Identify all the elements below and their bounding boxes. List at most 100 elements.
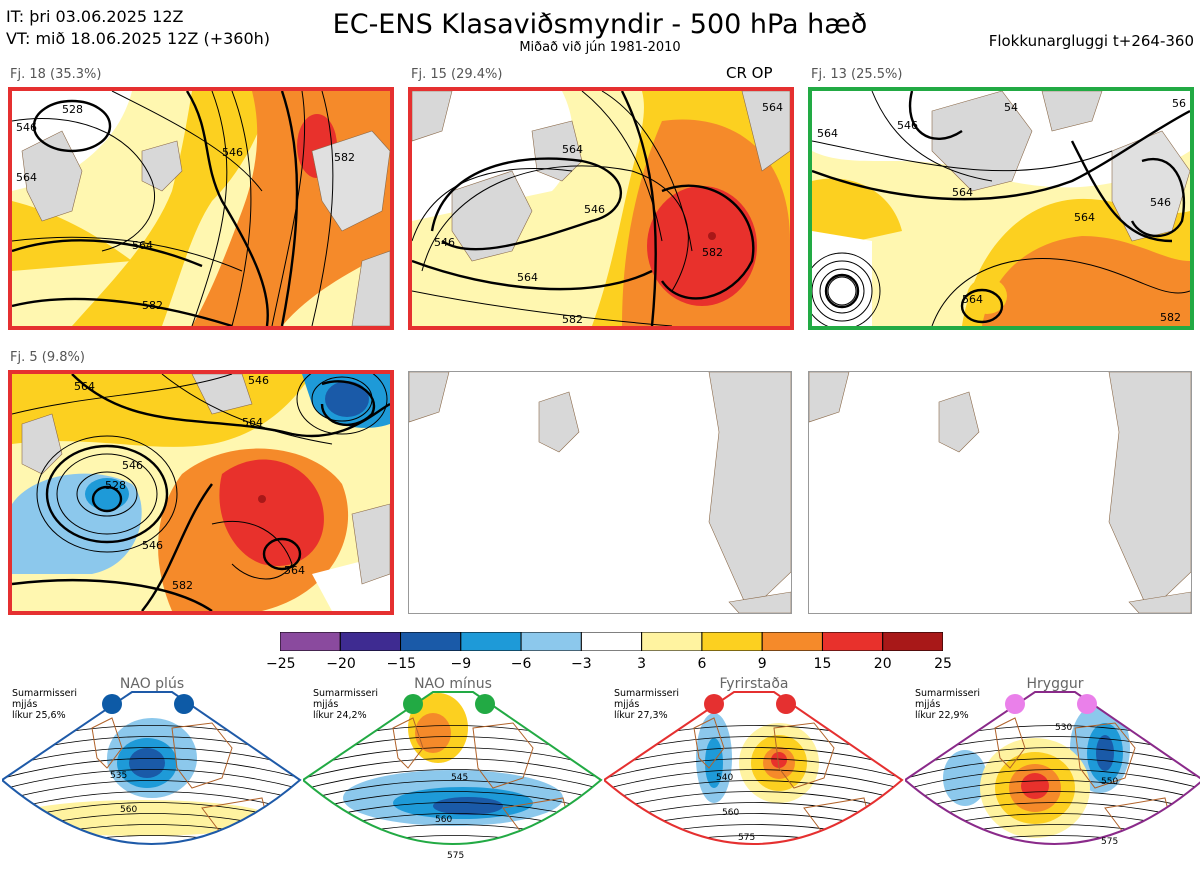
cluster-tag: CR OP [726,64,773,82]
colorbar-tick-label: −9 [450,656,472,672]
regime-note-line: mjjás [12,699,38,710]
cluster-label-1: Fj. 18 (35.3%) [10,67,102,82]
regime-note-line: líkur 24,2% [313,710,367,721]
regime-map: 545 560 575 [303,691,603,861]
anomaly-shading [1096,735,1114,771]
empty-map-5 [408,371,792,614]
regime-contour-label: 545 [451,773,468,783]
height-contour [905,769,1200,793]
contour-label: 564 [242,416,263,429]
colorbar-swatch [520,631,582,652]
regime-contour-label: 530 [1055,723,1072,733]
regime-note-line: líkur 25,6% [12,710,66,721]
cluster-map-2: 564 546 546 564 582 582 564 [408,87,794,330]
height-contour [2,780,300,804]
contour-label: 546 [584,203,605,216]
contour-label: 564 [132,239,153,252]
regime-map: 535 560 [2,691,302,845]
contour-label: 54 [1004,101,1018,114]
colorbar-tick-label: 20 [873,656,892,672]
contour-label: 546 [122,459,143,472]
contour-label: 546 [897,119,918,132]
page-title: EC-ENS Klasaviðsmyndir - 500 hPa hæð [332,9,868,40]
contour-label: 564 [1074,211,1095,224]
contour-label: 582 [1160,311,1181,324]
regime-title: NAO mínus [414,676,492,692]
height-contour [604,835,902,844]
contour-label: 582 [334,151,355,164]
height-contour [604,769,902,793]
regime-border [905,691,1200,845]
cluster-map-1: 528 546 564 546 564 582 582 [8,87,394,330]
colorbar-swatch [882,631,944,652]
regime-note-line: líkur 22,9% [915,710,969,721]
cluster-label-3: Fj. 13 (25.5%) [811,67,903,82]
regime-title: NAO plús [119,676,185,692]
contour-label: 564 [562,143,583,156]
regime-marker [704,694,724,714]
regime-contour-label: 575 [447,851,464,861]
cluster-map-3: 564 546 564 564 582 546 564 56 54 [808,87,1194,330]
contour-label: 582 [702,246,723,259]
anomaly-shading [129,748,165,778]
initial-time: IT: þri 03.06.2025 12Z [6,7,184,26]
cluster-label-2: Fj. 15 (29.4%) [411,67,503,82]
height-contour [2,758,300,782]
contour-label: 546 [222,146,243,159]
contour-label: 546 [434,236,455,249]
regime-title: Fyrirstaða [719,676,789,692]
height-contour [2,835,300,844]
colorbar-swatch [460,631,522,652]
regime-marker [102,694,122,714]
colorbar-tick-label: −15 [386,656,417,672]
empty-map-6 [808,371,1192,614]
contour-label: 546 [16,121,37,134]
regime-border [303,691,603,845]
height-contour [303,835,601,844]
anomaly-shading [705,738,723,788]
regime-note-line: Sumarmisseri [614,688,680,699]
contour-label: 546 [248,374,269,387]
regime-border [2,691,302,845]
contour-label: 564 [762,101,783,114]
colorbar-tick-label: −20 [326,656,356,672]
regime-title: Hryggur [1026,676,1084,692]
height-contour [303,769,601,793]
anomaly-shading [771,752,787,768]
height-contour [604,758,902,782]
contour-label: 564 [962,293,983,306]
colorbar-swatch [701,631,763,652]
colorbar [279,631,944,652]
anomaly-shading [1021,773,1049,799]
contour-label: 582 [562,313,583,326]
colorbar-tick-label: 6 [697,656,707,672]
anomaly-shading [1016,853,1044,863]
regime-note-line: mjjás [614,699,640,710]
contour-label: 564 [16,171,37,184]
colorbar-tick-label: −25 [266,656,296,672]
anomaly-shading [12,800,272,836]
classification-window: Flokkunargluggi t+264-360 [988,32,1194,50]
regime-note-line: mjjás [915,699,941,710]
contour-label: 564 [284,564,305,577]
regime-map: 530 550 575 [905,691,1200,863]
contour-label: 564 [952,186,973,199]
regime-contour-label: 560 [435,815,452,825]
regime-marker [174,694,194,714]
colorbar-swatch [821,631,884,652]
cluster-label-4: Fj. 5 (9.8%) [10,350,85,365]
regime-marker [475,694,495,714]
regime-contour-label: 535 [110,771,127,781]
regime-map: 540 560 575 [604,691,904,845]
contour-label: 56 [1172,97,1186,110]
anomaly-shading [943,750,987,806]
regime-note-line: líkur 27,3% [614,710,668,721]
colorbar-swatch [339,631,402,652]
regime-note-line: Sumarmisseri [915,688,981,699]
regime-note-line: mjjás [313,699,339,710]
regime-note: Sumarmisseri mjjás líkur 22,9% [915,688,980,721]
height-contour [303,758,601,782]
regime-contour-label: 575 [1101,837,1118,847]
regime-note-line: Sumarmisseri [313,688,379,699]
colorbar-tick-label: −6 [510,656,532,672]
